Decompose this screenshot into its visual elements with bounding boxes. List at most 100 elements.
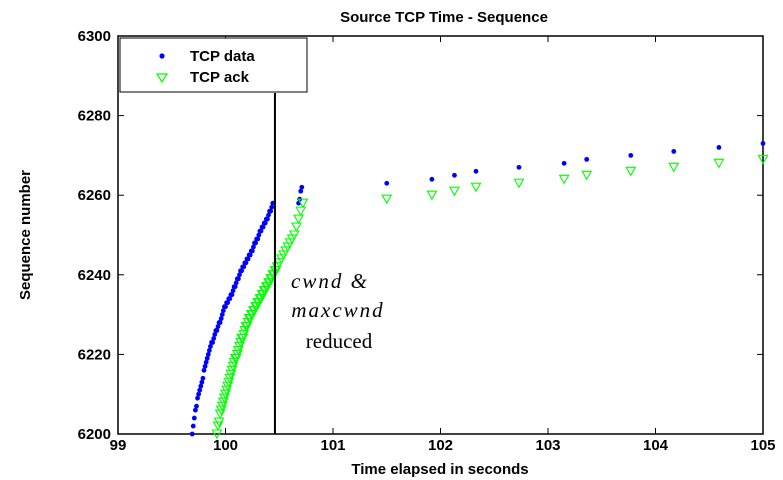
- annotation-line-3: reduced: [306, 329, 373, 353]
- tcp-ack-point: [225, 369, 237, 380]
- tcp-ack-point: [513, 178, 525, 189]
- tcp-data-point: [204, 355, 210, 361]
- tcp-data-point: [227, 296, 233, 302]
- tcp-ack-point: [426, 190, 438, 201]
- tcp-data-point: [200, 375, 206, 381]
- tcp-data-point: [206, 348, 212, 353]
- x-tick-label: 104: [643, 437, 669, 454]
- tcp-data-point: [239, 268, 245, 274]
- tcp-data-point: [217, 320, 223, 325]
- tcp-ack-point: [213, 417, 225, 428]
- tcp-data-point: [191, 415, 197, 421]
- tcp-ack-point: [217, 397, 229, 408]
- tcp-ack-point: [226, 365, 238, 376]
- tcp-ack-point: [218, 393, 230, 404]
- tcp-data-point: [628, 153, 634, 158]
- tcp-data-point: [243, 260, 249, 266]
- tcp-ack-point: [713, 158, 725, 169]
- legend-marker-tcp-ack: [155, 73, 169, 84]
- tcp-data-point: [210, 340, 216, 345]
- tcp-data-point: [473, 168, 479, 174]
- tcp-ack-point: [227, 361, 239, 372]
- tcp-data-point: [229, 292, 235, 298]
- tcp-data-point: [262, 220, 268, 226]
- tcp-data-point: [211, 336, 217, 341]
- tcp-ack-point: [297, 198, 309, 209]
- tcp-data-point: [203, 359, 209, 365]
- tcp-ack-point: [291, 222, 302, 233]
- y-tick-label: 6300: [78, 28, 111, 45]
- tcp-data-point: [671, 149, 677, 154]
- tcp-data-point: [208, 344, 213, 349]
- x-tick-label: 102: [428, 437, 453, 454]
- data-points: [189, 141, 769, 440]
- tcp-ack-point: [220, 389, 231, 400]
- tcp-data-point: [196, 391, 202, 397]
- tcp-data-point: [205, 352, 211, 357]
- tcp-ack-point: [216, 401, 228, 412]
- tcp-ack-point: [230, 353, 242, 364]
- tcp-data-point: [245, 256, 251, 262]
- tcp-ack-point: [293, 214, 305, 225]
- tcp-data-point: [265, 216, 270, 222]
- tcp-ack-point: [232, 345, 244, 356]
- tcp-data-point: [215, 324, 221, 329]
- tcp-data-point: [189, 431, 195, 437]
- tcp-data-point: [429, 176, 435, 182]
- tcp-data-point: [249, 248, 255, 254]
- x-tick-label: 100: [213, 437, 238, 454]
- x-tick-label: 99: [110, 437, 127, 454]
- x-axis-label: Time elapsed in seconds: [351, 461, 528, 478]
- x-tick-label: 105: [750, 437, 775, 454]
- tcp-data-point: [233, 280, 239, 286]
- tcp-ack-point: [234, 341, 245, 352]
- tcp-data-point: [197, 387, 203, 393]
- tcp-data-point: [218, 316, 224, 321]
- tcp-ack-point: [215, 405, 227, 416]
- tcp-ack-point: [231, 349, 243, 360]
- y-tick-label: 6200: [78, 426, 111, 443]
- tcp-data-point: [241, 264, 247, 270]
- tcp-data-point: [716, 145, 722, 150]
- tcp-data-point: [298, 188, 304, 194]
- y-tick-label: 6260: [78, 187, 111, 204]
- x-tick-label: 103: [535, 437, 560, 454]
- tcp-data-point: [266, 212, 271, 218]
- tcp-data-point: [219, 312, 225, 317]
- tcp-ack-point: [237, 333, 249, 344]
- tcp-data-point: [236, 276, 241, 282]
- y-tick-label: 6220: [78, 346, 111, 363]
- tcp-data-point: [201, 367, 207, 373]
- legend-marker-tcp-data: [159, 53, 165, 59]
- tcp-ack-point: [224, 373, 236, 384]
- annotation-line-2: maxcwnd: [291, 298, 384, 322]
- tcp-data-point: [384, 180, 390, 186]
- chart-title: Source TCP Time - Sequence: [340, 9, 548, 26]
- tcp-data-point: [584, 156, 590, 162]
- tcp-data-point: [247, 252, 253, 258]
- tcp-ack-point: [581, 170, 593, 181]
- legend: TCP data TCP ack: [119, 37, 308, 93]
- tcp-data-point: [268, 208, 274, 214]
- tcp-data-point: [260, 224, 266, 230]
- tcp-ack-point: [288, 230, 300, 241]
- tcp-ack-point: [270, 266, 282, 276]
- tcp-data-point: [253, 240, 258, 246]
- tcp-data-point: [195, 395, 200, 401]
- tcp-ack-point: [223, 377, 235, 388]
- tcp-ack-point: [212, 421, 224, 432]
- tcp-data-point: [237, 272, 242, 278]
- tcp-ack-point: [221, 385, 233, 396]
- tcp-ack-point: [558, 174, 570, 185]
- y-tick-label: 6280: [78, 108, 111, 125]
- tcp-ack-point: [222, 381, 234, 392]
- tcp-ack-point: [668, 162, 680, 173]
- tcp-data-point: [198, 383, 204, 389]
- tcp-ack-point: [470, 182, 482, 193]
- tcp-data-point: [258, 228, 264, 234]
- tcp-data-point: [232, 284, 238, 290]
- legend-label-tcp-data: TCP data: [190, 48, 255, 65]
- tcp-data-point: [220, 308, 226, 314]
- tcp-ack-point: [381, 194, 393, 205]
